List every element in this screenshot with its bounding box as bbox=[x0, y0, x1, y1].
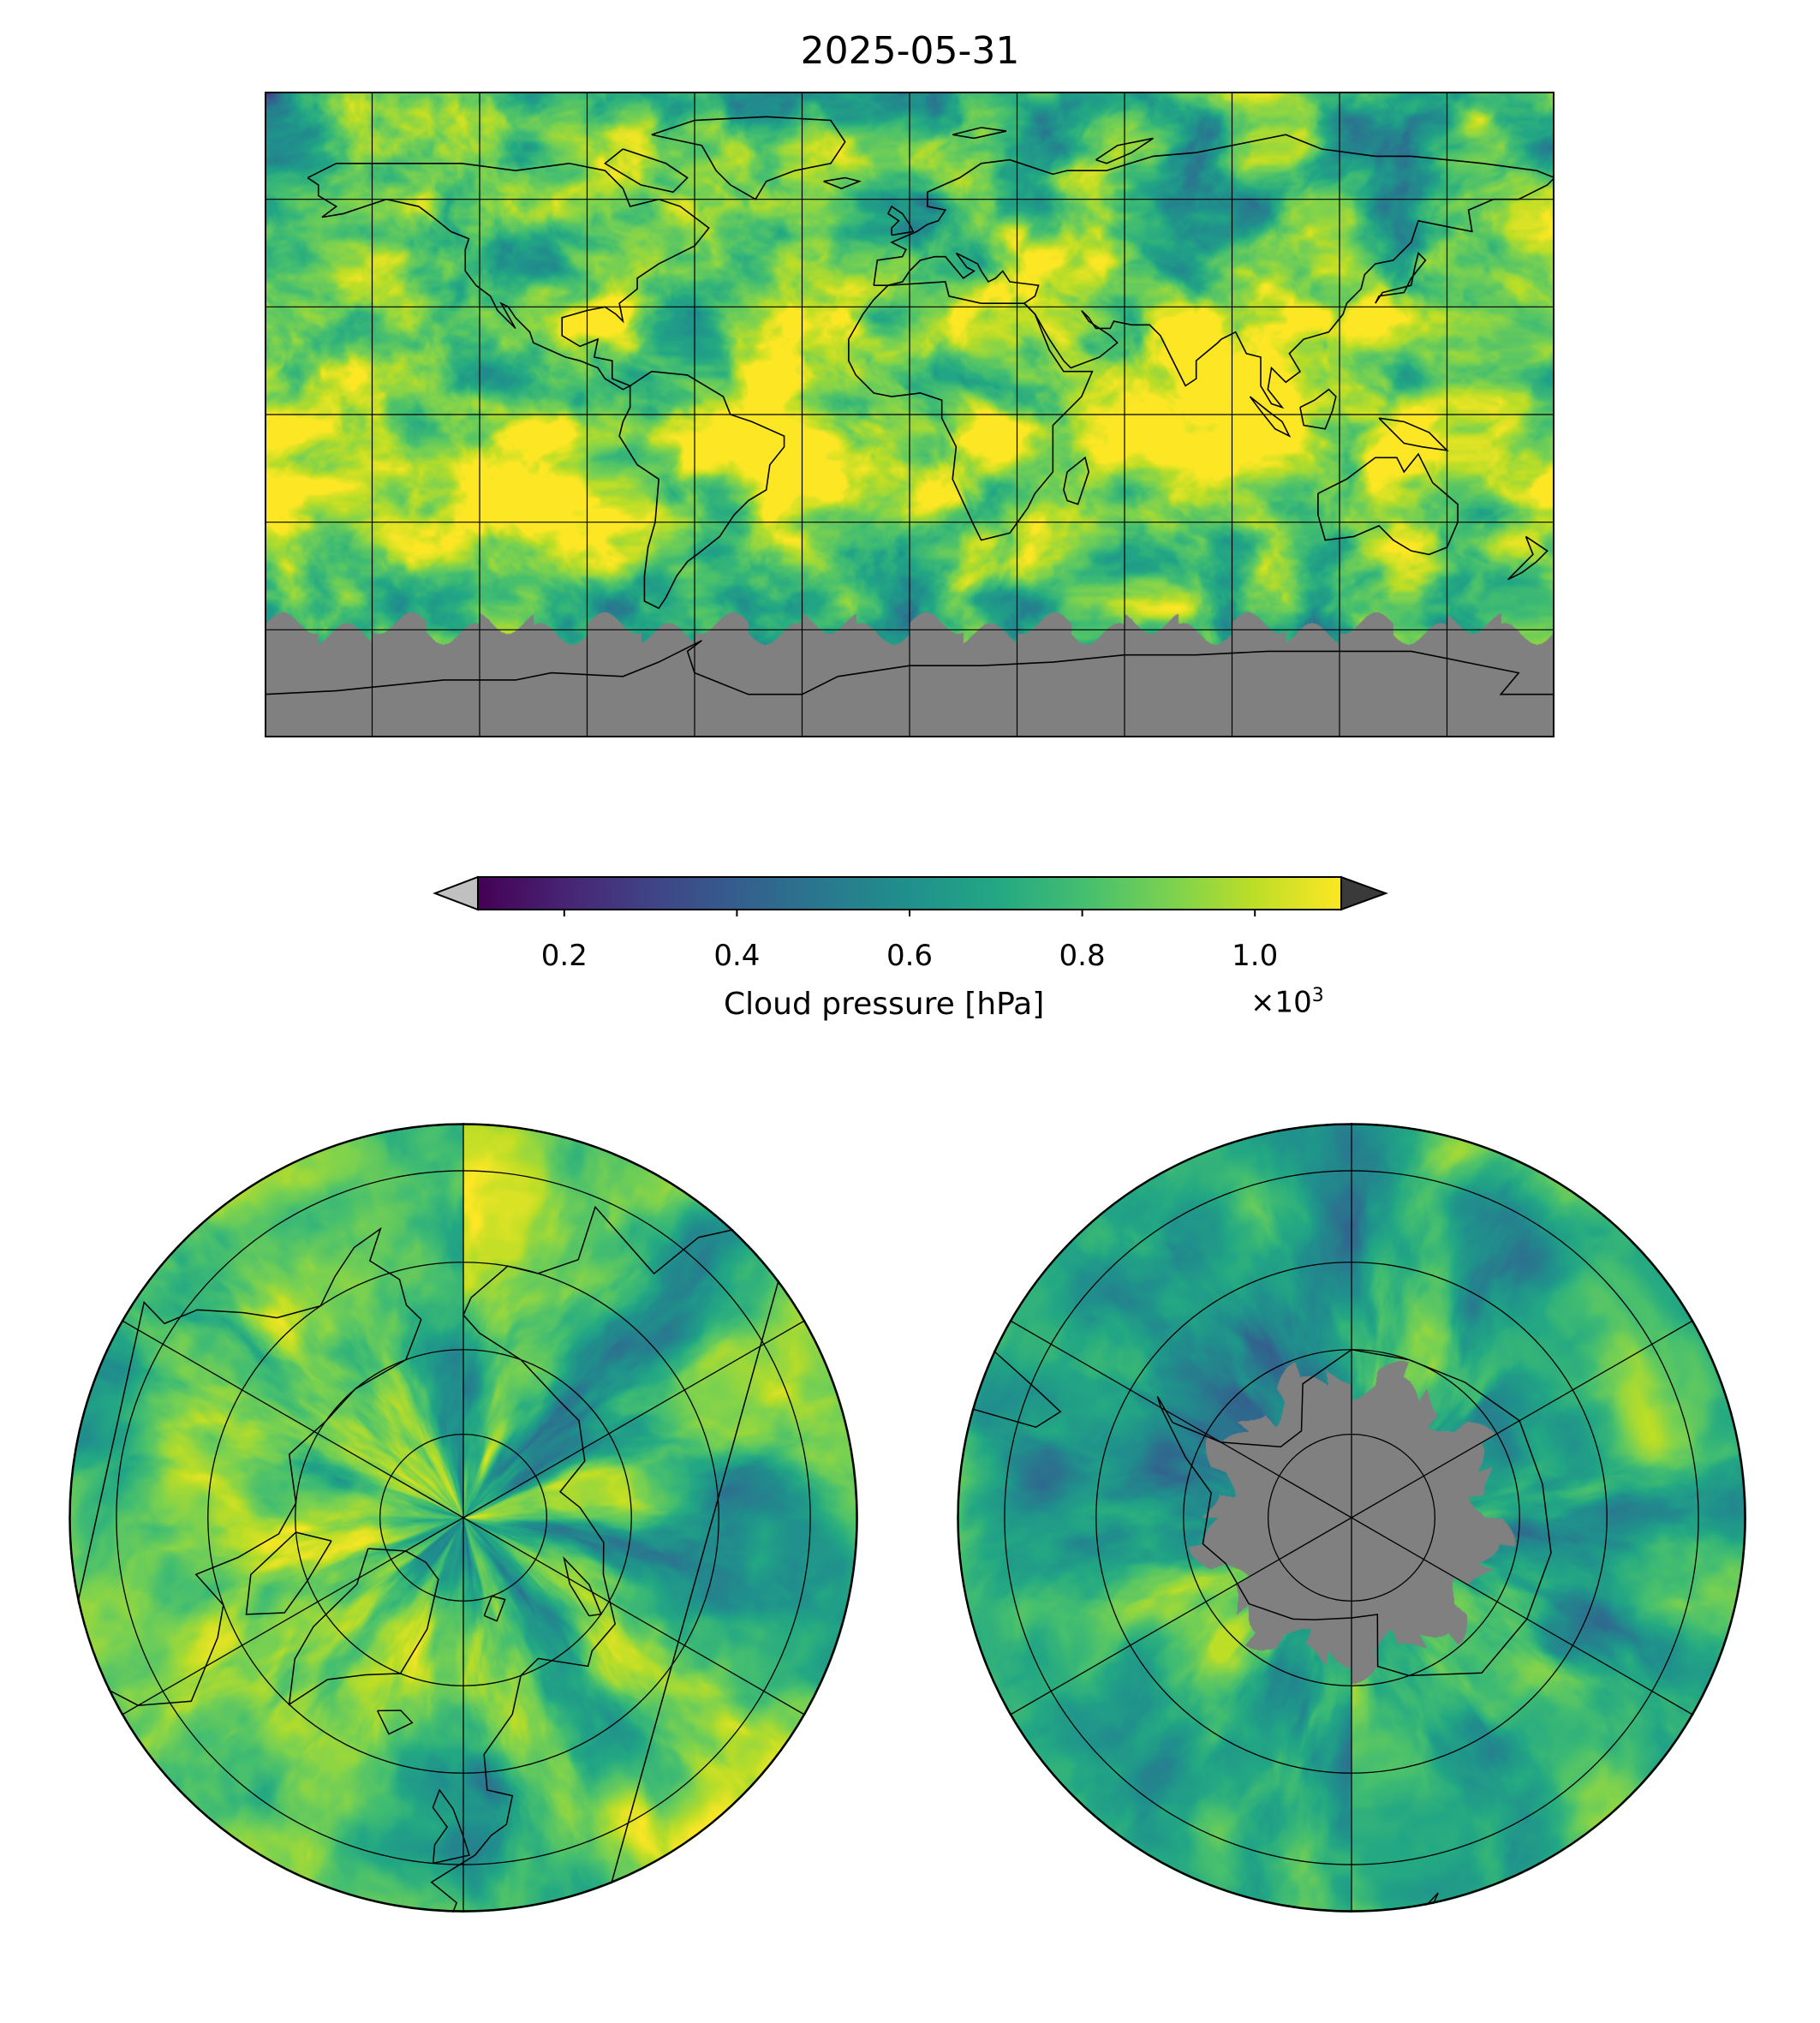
coastline bbox=[604, 148, 689, 194]
coastline bbox=[69, 1226, 422, 1706]
global-map bbox=[265, 92, 1554, 737]
coastline bbox=[886, 205, 915, 236]
colorbar-body bbox=[477, 876, 1342, 910]
multiplier-exponent: 3 bbox=[1311, 985, 1324, 1006]
coastline bbox=[288, 1548, 439, 1706]
north-polar-coastlines-gridlines bbox=[69, 1123, 858, 1913]
meridian-line bbox=[1351, 1517, 1694, 1716]
south-polar-map bbox=[957, 1123, 1746, 1913]
coastline bbox=[957, 1271, 1062, 1429]
coastline bbox=[1249, 396, 1292, 438]
coastline bbox=[1063, 456, 1089, 505]
coastline bbox=[376, 1710, 414, 1735]
coastline bbox=[706, 1179, 737, 1208]
meridian-line bbox=[1009, 1319, 1352, 1519]
coastline bbox=[265, 640, 1554, 695]
meridian-line bbox=[462, 1319, 806, 1519]
coastline bbox=[848, 281, 1094, 541]
map-boundary bbox=[69, 1123, 858, 1913]
coastline bbox=[1375, 251, 1427, 304]
meridian-line bbox=[1009, 1517, 1352, 1716]
coastline bbox=[563, 1556, 602, 1617]
north-polar-map bbox=[69, 1123, 858, 1913]
coastline bbox=[1095, 137, 1154, 164]
coastline bbox=[952, 127, 1007, 140]
coastline bbox=[618, 370, 785, 610]
map-frame bbox=[265, 92, 1554, 737]
coastline bbox=[651, 116, 846, 200]
colorbar-under-extension bbox=[433, 875, 479, 911]
colorbar-tick-label: 0.4 bbox=[713, 939, 761, 973]
global-coastlines-gridlines bbox=[265, 92, 1554, 737]
colorbar-label: Cloud pressure [hPa] bbox=[724, 987, 1045, 1022]
meridian-line bbox=[121, 1517, 464, 1716]
coastline bbox=[1378, 417, 1449, 452]
colorbar-multiplier: ×103 bbox=[1250, 985, 1324, 1019]
figure-title: 2025-05-31 bbox=[800, 29, 1020, 73]
meridian-line bbox=[462, 1517, 806, 1716]
coastline bbox=[1317, 452, 1459, 556]
south-polar-coastlines-gridlines bbox=[957, 1123, 1746, 1913]
colorbar-tick-label: 0.6 bbox=[886, 939, 934, 973]
colorbar-tick-label: 0.8 bbox=[1059, 939, 1106, 973]
map-boundary bbox=[957, 1123, 1746, 1913]
coastline bbox=[823, 176, 862, 189]
coastline bbox=[307, 162, 710, 391]
colorbar: 0.2 0.4 0.6 0.8 1.0 Cloud pressure [hPa] ×10… bbox=[428, 865, 1396, 1022]
coastline bbox=[1418, 1892, 1439, 1913]
coastline bbox=[1507, 535, 1548, 581]
coastline bbox=[873, 134, 1554, 409]
coastline bbox=[1598, 1873, 1651, 1913]
colorbar-tick-label: 0.2 bbox=[540, 939, 588, 973]
coastline bbox=[245, 1531, 332, 1615]
meridian-line bbox=[1351, 1319, 1694, 1519]
coastline bbox=[432, 1788, 470, 1865]
coastline bbox=[483, 1595, 506, 1622]
colorbar-tick-label: 1.0 bbox=[1232, 939, 1279, 973]
meridian-line bbox=[121, 1319, 464, 1519]
multiplier-base: ×10 bbox=[1250, 985, 1312, 1020]
coastline bbox=[430, 1205, 790, 1913]
colorbar-gradient bbox=[433, 875, 1388, 916]
coastline bbox=[1156, 1348, 1552, 1677]
coastline bbox=[1299, 388, 1337, 430]
colorbar-over-extension bbox=[1340, 875, 1388, 911]
